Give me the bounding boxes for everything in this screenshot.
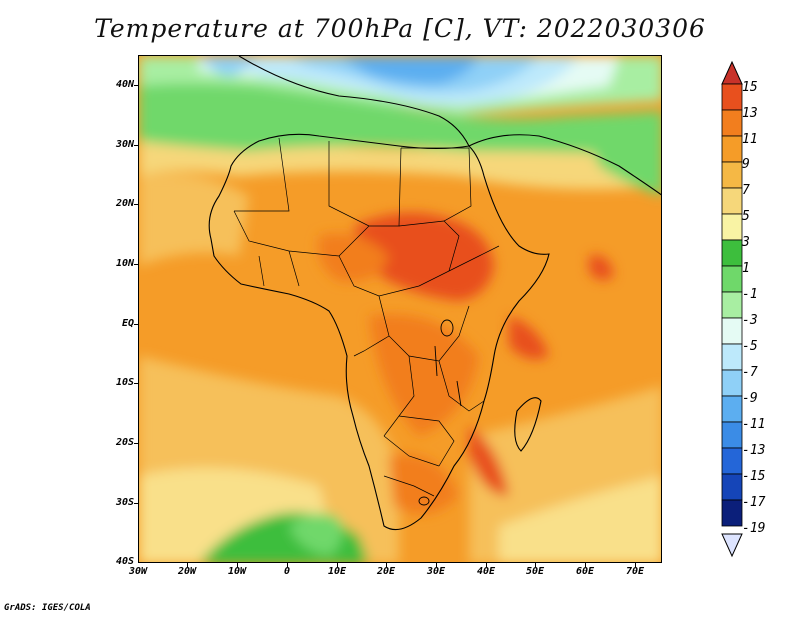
lon-label-0: 0 (283, 566, 291, 577)
colorbar-top-arrow (721, 60, 743, 85)
colorbar-label: -1 (742, 287, 758, 302)
colorbar-label: 3 (742, 235, 750, 250)
coastlines (208, 56, 661, 531)
colorbar-label: -13 (742, 443, 766, 458)
colorbar-swatch (721, 213, 743, 241)
colorbar-swatch (721, 369, 743, 397)
colorbar-label: 7 (742, 183, 750, 198)
colorbar-swatch (721, 135, 743, 163)
lon-label-20e: 20E (376, 566, 396, 577)
colorbar-swatch (721, 317, 743, 345)
colorbar-label: -7 (742, 365, 758, 380)
lat-label-30s: 30S (115, 497, 134, 508)
lon-tick (337, 563, 338, 567)
lon-label-30w: 30W (128, 566, 148, 577)
software-credit: GrADS: IGES/COLA (4, 603, 91, 613)
colorbar-swatch (721, 187, 743, 215)
lon-tick (287, 563, 288, 567)
colorbar-swatch (721, 83, 743, 111)
lon-tick (585, 563, 586, 567)
colorbar-label: -15 (742, 469, 766, 484)
lon-label-70e: 70E (625, 566, 645, 577)
lat-tick (134, 503, 138, 504)
colorbar-label: 9 (742, 157, 750, 172)
lakes (418, 319, 462, 506)
colorbar-label: 1 (742, 261, 750, 276)
lon-label-50e: 50E (525, 566, 545, 577)
lat-tick (134, 264, 138, 265)
lat-tick (134, 383, 138, 384)
lat-label-20s: 20S (115, 437, 134, 448)
colorbar-label: -11 (742, 417, 766, 432)
country-borders (233, 137, 500, 497)
colorbar-label: 5 (742, 209, 750, 224)
colorbar-label: -3 (742, 313, 758, 328)
lon-label-60e: 60E (575, 566, 595, 577)
lon-label-10e: 10E (327, 566, 347, 577)
colorbar-label: -9 (742, 391, 758, 406)
temperature-field (139, 56, 661, 562)
colorbar-swatch (721, 291, 743, 319)
lat-tick (134, 324, 138, 325)
chart-title: Temperature at 700hPa [C], VT: 202203030… (94, 14, 706, 43)
colorbar-label: 11 (742, 132, 758, 147)
lon-label-30e: 30E (426, 566, 446, 577)
colorbar-swatch (721, 421, 743, 449)
colorbar-label: -5 (742, 339, 758, 354)
lon-tick (436, 563, 437, 567)
colorbar-label: 15 (742, 80, 758, 95)
lat-label-20n: 20N (115, 198, 134, 209)
colorbar-bottom-arrow (721, 533, 743, 558)
lat-label-40n: 40N (115, 79, 134, 90)
lat-tick (134, 443, 138, 444)
lon-tick (386, 563, 387, 567)
lat-tick (134, 145, 138, 146)
colorbar-label: -19 (742, 521, 766, 536)
lon-tick (486, 563, 487, 567)
colorbar-label: -17 (742, 495, 766, 510)
temperature-map (138, 55, 662, 563)
colorbar-swatch (721, 473, 743, 501)
colorbar-graphic (721, 60, 743, 558)
lat-label-eq: EQ (121, 318, 134, 329)
colorbar-swatch (721, 447, 743, 475)
colorbar-swatches (721, 83, 743, 527)
lat-tick (134, 85, 138, 86)
lon-tick (635, 563, 636, 567)
map-canvas (139, 56, 661, 562)
lat-label-30n: 30N (115, 139, 134, 150)
lon-tick (237, 563, 238, 567)
colorbar-swatch (721, 499, 743, 527)
colorbar-label: 13 (742, 106, 758, 121)
lon-tick (535, 563, 536, 567)
colorbar-swatch (721, 109, 743, 137)
lat-tick (134, 204, 138, 205)
lon-label-10w: 10W (227, 566, 247, 577)
lat-label-10n: 10N (115, 258, 134, 269)
lat-label-10s: 10S (115, 377, 134, 388)
lat-label-40s: 40S (115, 556, 134, 567)
colorbar-swatch (721, 161, 743, 189)
lon-tick (187, 563, 188, 567)
colorbar-swatch (721, 343, 743, 371)
lon-label-40e: 40E (476, 566, 496, 577)
colorbar-swatch (721, 265, 743, 293)
lon-label-20w: 20W (177, 566, 197, 577)
colorbar-swatch (721, 395, 743, 423)
colorbar-swatch (721, 239, 743, 267)
